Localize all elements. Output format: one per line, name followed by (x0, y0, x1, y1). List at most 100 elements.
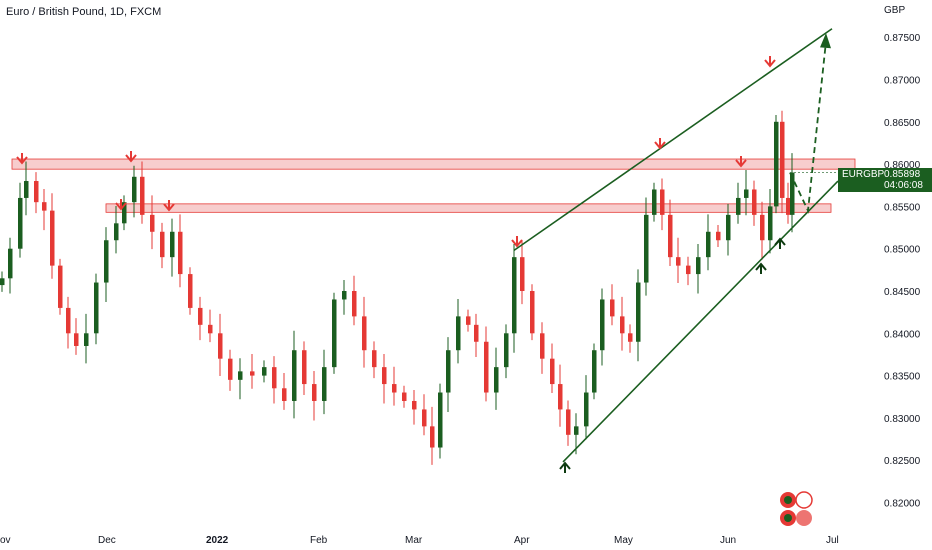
candle-body (58, 265, 63, 308)
candle-body (790, 172, 795, 215)
candle-body (668, 214, 673, 258)
candle-body (34, 181, 39, 203)
candle-body (74, 333, 79, 346)
candle-body (600, 299, 605, 351)
candle-body (312, 384, 317, 401)
y-tick-label: 0.86500 (884, 118, 921, 129)
y-tick-label: 0.85500 (884, 202, 921, 213)
y-axis-unit: GBP (884, 5, 906, 16)
candle-body (504, 333, 509, 368)
candle-body (676, 257, 681, 266)
candle-body (484, 341, 489, 393)
candle-body (574, 426, 579, 435)
candle-body (660, 189, 665, 215)
candle-body (42, 202, 47, 211)
x-tick-label: ov (0, 535, 11, 546)
candle-body (744, 189, 749, 198)
candle-body (774, 121, 779, 207)
candle-body (706, 231, 711, 258)
candle-body (150, 214, 155, 232)
candle-body (686, 265, 691, 275)
candle-body (494, 367, 499, 393)
candle-body (160, 231, 165, 258)
x-tick-label: 2022 (206, 535, 229, 546)
candle-body (250, 371, 255, 376)
candle-body (218, 333, 223, 359)
candle-body (768, 206, 773, 241)
lower-resistance-zone (105, 203, 832, 213)
candle-body (188, 274, 193, 308)
candle-body (382, 367, 387, 385)
upper-resistance-zone (11, 158, 856, 170)
candle-body (140, 176, 145, 215)
candle-body (726, 214, 731, 241)
price-tag-countdown: 04:06:08 (884, 180, 923, 191)
sell-signal-arrow-icon (764, 56, 776, 68)
y-tick-label: 0.87000 (884, 76, 921, 87)
candle-body (456, 316, 461, 351)
candle-body (392, 384, 397, 393)
candle-body (18, 197, 23, 249)
projection-arrowhead-icon (820, 32, 831, 49)
sell-signal-arrow-icon (163, 200, 175, 212)
candle-body (466, 316, 471, 325)
candle-body (696, 257, 701, 275)
candle-body (178, 231, 183, 275)
y-tick-label: 0.86000 (884, 160, 921, 171)
candle-body (132, 176, 137, 203)
candle-body (170, 231, 175, 258)
candle-body (628, 333, 633, 342)
candle-body (636, 282, 641, 342)
candle-body (0, 278, 5, 286)
candle-body (262, 367, 267, 376)
buy-signal-arrow-icon (774, 237, 786, 249)
candle-body (238, 371, 243, 380)
sell-signal-arrow-icon (16, 153, 28, 165)
candle-body (362, 316, 367, 351)
chart-title: Euro / British Pound, 1D, FXCM (6, 6, 162, 18)
y-tick-label: 0.82500 (884, 456, 921, 467)
candle-body (652, 189, 657, 215)
candle-body (84, 333, 89, 346)
candle-body (104, 240, 109, 283)
candle-body (342, 291, 347, 300)
y-tick-label: 0.87500 (884, 33, 921, 44)
candle-body (736, 197, 741, 215)
candle-body (438, 392, 443, 448)
candle-body (752, 189, 757, 215)
candle-body (292, 350, 297, 401)
sell-signal-arrow-icon (115, 199, 127, 211)
sell-signal-arrow-icon (511, 236, 523, 248)
x-tick-label: Jul (826, 535, 839, 546)
y-tick-label: 0.83000 (884, 414, 921, 425)
buy-signal-arrow-icon (755, 262, 767, 274)
candle-body (322, 367, 327, 401)
candle-body (644, 214, 649, 283)
candle-body (352, 291, 357, 317)
candle-body (584, 392, 589, 427)
candle-body (50, 210, 55, 266)
candle-body (198, 307, 203, 325)
candle-body (24, 181, 29, 198)
candle-body (592, 350, 597, 393)
x-tick-label: Mar (405, 535, 423, 546)
candle-body (760, 214, 765, 241)
sell-signal-arrow-icon (735, 156, 747, 168)
channel-upper-trendline (513, 28, 833, 252)
y-tick-label: 0.83500 (884, 372, 921, 383)
candle-body (272, 367, 277, 389)
candle-body (122, 202, 127, 224)
y-tick-label: 0.84500 (884, 287, 921, 298)
candle-body (208, 324, 213, 334)
candle-body (620, 316, 625, 334)
y-tick-label: 0.82000 (884, 499, 921, 510)
candle-body (566, 409, 571, 435)
candle-body (716, 231, 721, 241)
y-tick-label: 0.85000 (884, 245, 921, 256)
x-tick-label: Feb (310, 535, 328, 546)
candle-body (558, 384, 563, 410)
projection-dashed-path (789, 41, 827, 214)
candle-body (786, 197, 791, 215)
x-tick-label: Dec (98, 535, 116, 546)
